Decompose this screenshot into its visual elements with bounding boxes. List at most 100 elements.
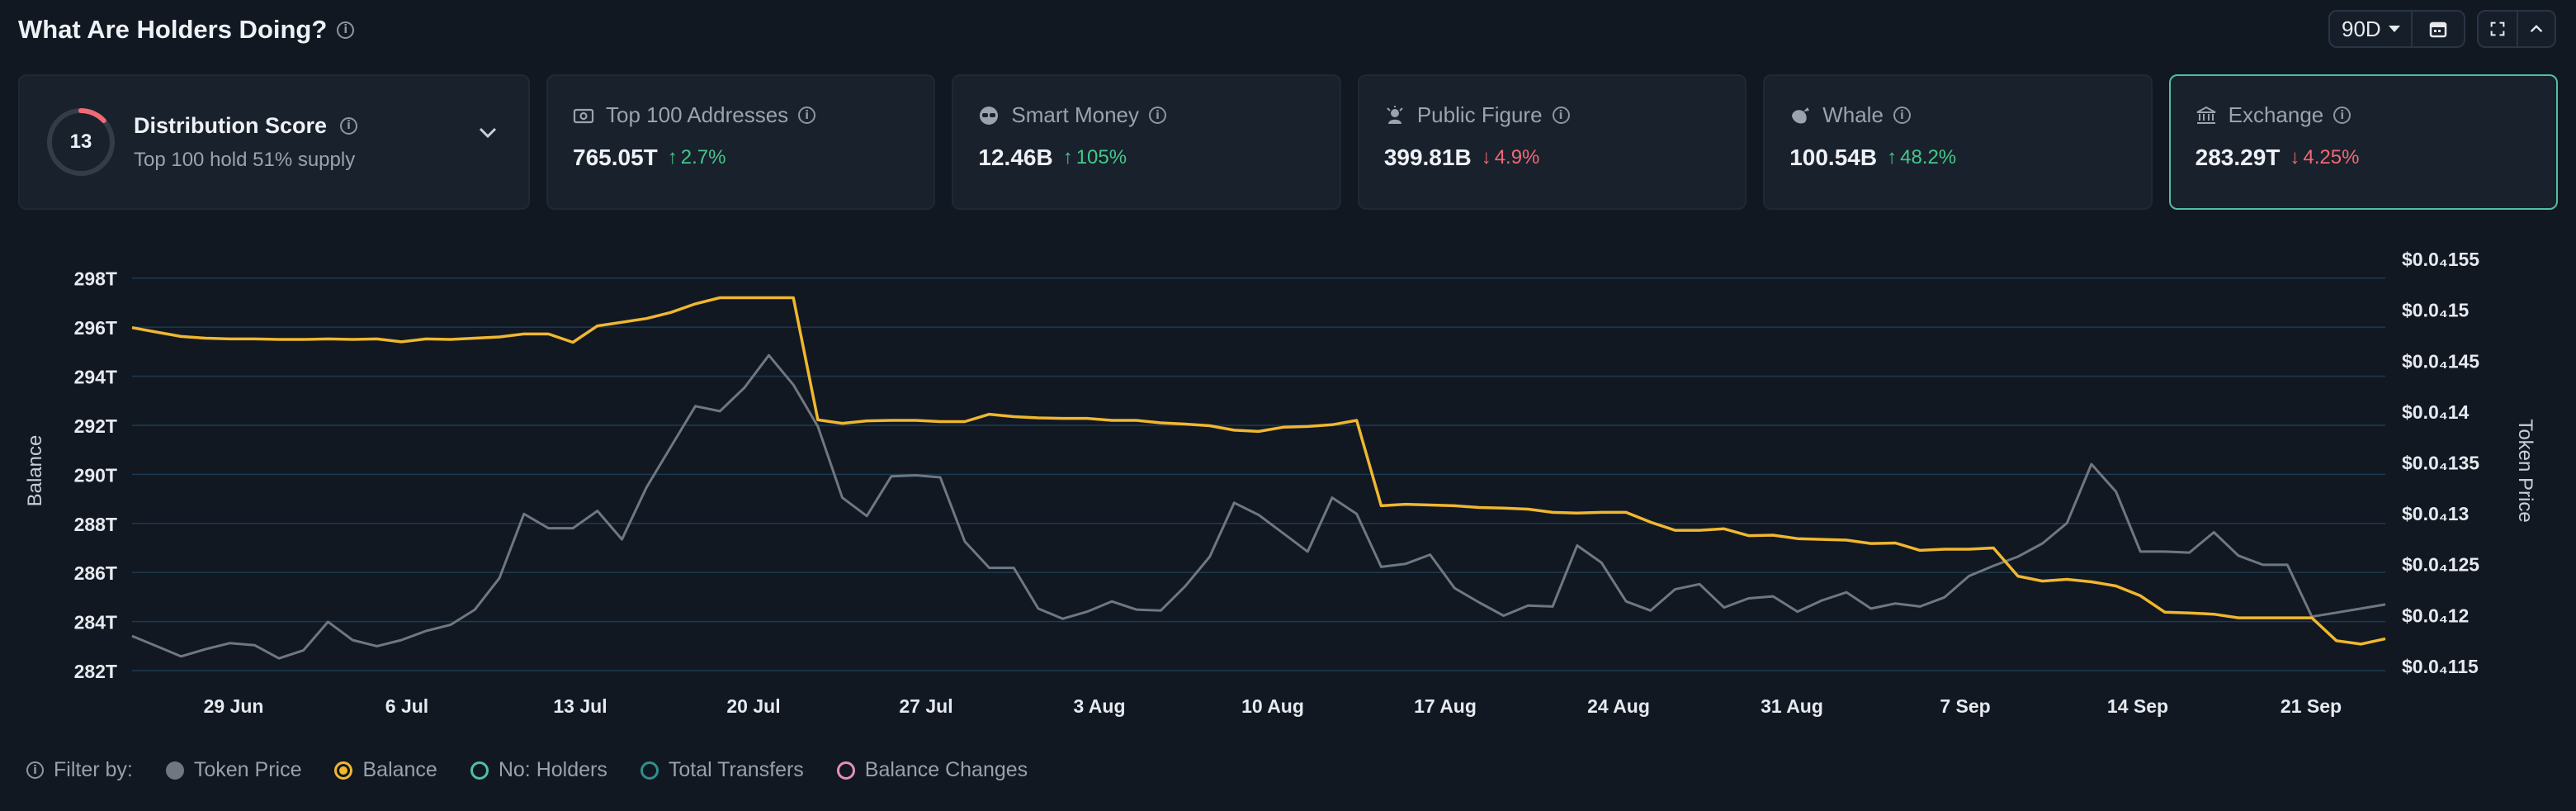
y2-tick-label: $0.0₄13 bbox=[2402, 503, 2469, 524]
y2-tick-label: $0.0₄12 bbox=[2402, 605, 2469, 626]
y-tick-label: 298T bbox=[74, 268, 117, 290]
info-icon[interactable]: i bbox=[1552, 107, 1570, 124]
legend-item-holders[interactable]: No: Holders bbox=[470, 758, 607, 782]
wallet-icon bbox=[573, 105, 594, 126]
arrow-up-icon: ↑ bbox=[1062, 146, 1073, 168]
y-tick-label: 296T bbox=[74, 317, 117, 339]
page-title: What Are Holders Doing? bbox=[18, 15, 328, 44]
arrow-up-icon: ↑ bbox=[1887, 146, 1898, 168]
arrow-up-icon: ↑ bbox=[667, 146, 678, 168]
metric-value: 100.54B bbox=[1789, 145, 1878, 170]
distribution-score-card[interactable]: 13 Distribution Score i Top 100 hold 51%… bbox=[18, 74, 530, 210]
info-icon[interactable]: i bbox=[340, 116, 358, 135]
y2-tick-label: $0.0₄125 bbox=[2402, 554, 2479, 576]
metric-card-whale[interactable]: Whale i 100.54B ↑ 48.2% bbox=[1763, 74, 2153, 210]
y2-axis-label: Token Price bbox=[2514, 419, 2536, 522]
distribution-title-row: Distribution Score i bbox=[134, 112, 358, 139]
x-tick-label: 10 Aug bbox=[1241, 695, 1304, 717]
y2-tick-label: $0.0₄155 bbox=[2402, 249, 2479, 270]
y-tick-label: 292T bbox=[74, 415, 117, 437]
x-tick-label: 21 Sep bbox=[2281, 695, 2342, 717]
caret-down-icon bbox=[2389, 26, 2400, 32]
holders-chart-svg: 298T 296T 294T 292T 290T 288T 286T 284T 282T $0.0… bbox=[24, 249, 2536, 717]
score-gauge: 13 bbox=[45, 106, 117, 178]
legend-item-token-price[interactable]: Token Price bbox=[165, 758, 301, 782]
fullscreen-icon bbox=[2490, 21, 2505, 36]
x-tick-label: 7 Sep bbox=[1940, 695, 1990, 717]
metric-card-smart-money[interactable]: Smart Money i 12.46B ↑ 105% bbox=[952, 74, 1341, 210]
x-tick-label: 17 Aug bbox=[1414, 695, 1477, 717]
x-tick-label: 24 Aug bbox=[1587, 695, 1650, 717]
legend-item-total-transfers[interactable]: Total Transfers bbox=[640, 758, 804, 782]
range-value: 90D bbox=[2342, 16, 2381, 41]
arrow-down-icon: ↓ bbox=[1481, 146, 1491, 168]
distribution-text: Distribution Score i Top 100 hold 51% su… bbox=[134, 112, 358, 172]
metric-card-top100[interactable]: Top 100 Addresses i 765.05T ↑ 2.7% bbox=[546, 74, 936, 210]
info-icon[interactable]: i bbox=[337, 21, 355, 39]
metric-value: 765.05T bbox=[573, 145, 658, 170]
metric-delta: ↓ 4.9% bbox=[1481, 146, 1540, 168]
range-select[interactable]: 90D bbox=[2330, 12, 2411, 46]
metric-label: Smart Money bbox=[1011, 102, 1140, 127]
metric-label: Top 100 Addresses bbox=[606, 102, 789, 127]
y-tick-label: 284T bbox=[74, 612, 117, 633]
y-tick-label: 288T bbox=[74, 514, 117, 535]
x-tick-label: 13 Jul bbox=[553, 695, 607, 717]
holders-ring-icon bbox=[470, 761, 489, 780]
whale-icon bbox=[1789, 105, 1811, 126]
info-icon[interactable]: i bbox=[1893, 107, 1911, 124]
fullscreen-button[interactable] bbox=[2479, 12, 2517, 46]
y2-tick-label: $0.0₄145 bbox=[2402, 350, 2479, 372]
legend-item-balance[interactable]: Balance bbox=[334, 758, 437, 782]
balance-dot-icon bbox=[334, 761, 353, 780]
y-tick-label: 286T bbox=[74, 562, 117, 584]
x-tick-label: 3 Aug bbox=[1073, 695, 1125, 717]
metric-card-public-figure[interactable]: Public Figure i 399.81B ↓ 4.9% bbox=[1357, 74, 1747, 210]
chart-legend: i Filter by: Token Price Balance No: Hol… bbox=[26, 758, 1028, 782]
chevron-up-icon bbox=[2530, 25, 2543, 33]
x-tick-label: 20 Jul bbox=[726, 695, 780, 717]
collapse-button[interactable] bbox=[2517, 12, 2555, 46]
metric-delta: ↑ 48.2% bbox=[1887, 146, 1957, 168]
metric-label: Exchange bbox=[2228, 102, 2324, 127]
y2-tick-label: $0.0₄14 bbox=[2402, 401, 2470, 423]
info-icon[interactable]: i bbox=[798, 107, 816, 124]
range-group: 90D bbox=[2328, 10, 2465, 48]
metric-value: 399.81B bbox=[1383, 145, 1472, 170]
filter-label: i Filter by: bbox=[26, 758, 133, 782]
info-icon[interactable]: i bbox=[1149, 107, 1167, 124]
metric-value: 12.46B bbox=[978, 145, 1053, 170]
filter-info-icon: i bbox=[26, 761, 44, 779]
legend-item-balance-changes[interactable]: Balance Changes bbox=[836, 758, 1028, 782]
metric-label: Whale bbox=[1822, 102, 1884, 127]
arrow-down-icon: ↓ bbox=[2290, 146, 2300, 168]
page-header: What Are Holders Doing? i bbox=[18, 12, 355, 48]
public-figure-icon bbox=[1384, 105, 1406, 126]
score-gauge-arc bbox=[47, 108, 115, 176]
metric-delta: ↑ 2.7% bbox=[667, 146, 726, 168]
metric-delta: ↓ 4.25% bbox=[2290, 146, 2360, 168]
distribution-title: Distribution Score bbox=[134, 112, 328, 138]
y-tick-label: 290T bbox=[74, 464, 117, 486]
metric-delta: ↑ 105% bbox=[1062, 146, 1127, 168]
distribution-subtitle: Top 100 hold 51% supply bbox=[134, 148, 356, 171]
x-tick-label: 29 Jun bbox=[204, 695, 264, 717]
y-tick-label: 282T bbox=[74, 661, 117, 682]
view-group bbox=[2477, 10, 2556, 48]
metric-value: 283.29T bbox=[2195, 145, 2281, 170]
x-tick-label: 31 Aug bbox=[1761, 695, 1823, 717]
calendar-icon bbox=[2429, 21, 2447, 38]
balance-changes-ring-icon bbox=[836, 761, 855, 780]
holders-chart: 298T 296T 294T 292T 290T 288T 286T 284T 282T $0.0… bbox=[0, 240, 2576, 735]
smart-money-icon bbox=[978, 105, 1000, 126]
x-tick-label: 6 Jul bbox=[385, 695, 428, 717]
calendar-button[interactable] bbox=[2411, 12, 2464, 46]
score-value: 13 bbox=[69, 130, 92, 153]
y2-tick-label: $0.0₄15 bbox=[2402, 300, 2470, 321]
metric-card-exchange[interactable]: Exchange i 283.29T ↓ 4.25% bbox=[2168, 74, 2559, 210]
info-icon[interactable]: i bbox=[2333, 107, 2351, 124]
balance-line bbox=[131, 296, 2386, 646]
chevron-down-icon[interactable] bbox=[479, 127, 497, 139]
metric-label: Public Figure bbox=[1416, 102, 1543, 127]
y-axis-label: Balance bbox=[24, 435, 46, 507]
